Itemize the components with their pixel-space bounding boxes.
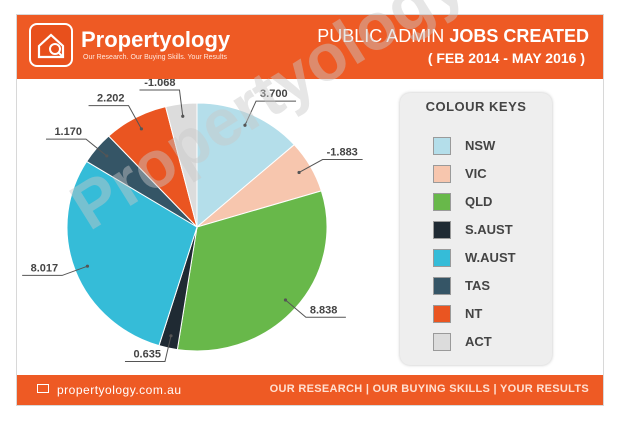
leader-dot-vic: [297, 170, 301, 175]
data-label-act: -1.068: [144, 79, 175, 89]
legend-swatch: [433, 305, 451, 323]
data-label-qld: 8.838: [310, 304, 338, 316]
leader-line-act: [139, 89, 184, 117]
leader-line-tas: [45, 138, 108, 157]
legend-swatch: [433, 165, 451, 183]
brand-tagline: Our Research. Our Buying Skills. Your Re…: [83, 54, 227, 61]
title-highlight: JOBS CREATED: [449, 26, 589, 46]
leader-dot-tas: [105, 154, 109, 158]
leader-line-nsw: [244, 100, 297, 126]
leader-dot-w-aust: [85, 264, 90, 268]
legend-label: S.AUST: [465, 222, 513, 237]
legend-label: ACT: [465, 334, 492, 349]
data-label-nsw: 3.700: [260, 88, 288, 100]
leader-dot-act: [181, 114, 185, 118]
legend-swatch: [433, 137, 451, 155]
data-label-s-aust: 0.635: [133, 349, 161, 361]
legend-label: VIC: [465, 166, 487, 181]
legend-swatch: [433, 333, 451, 351]
chart-title: PUBLIC ADMIN JOBS CREATED: [317, 26, 589, 47]
data-label-w-aust: 8.017: [31, 262, 59, 274]
leader-dot-nt: [139, 127, 143, 131]
footer-website[interactable]: propertyology.com.au: [57, 383, 182, 397]
data-label-nt: 2.202: [97, 93, 125, 105]
leader-line-qld: [285, 299, 346, 318]
leader-line-nt: [88, 105, 142, 130]
colour-keys-panel: COLOUR KEYS NSW VIC QLD S.AUST W.AUST TAS NT AC…: [400, 93, 552, 365]
legend-label: QLD: [465, 194, 493, 209]
leader-dot-nsw: [243, 123, 247, 127]
data-label-vic: -1.883: [327, 147, 358, 159]
leader-line-w-aust: [22, 265, 88, 276]
legend-label: NT: [465, 306, 483, 321]
infographic-card: Propertyology Our Research. Our Buying S…: [16, 0, 604, 406]
house-logo-icon: [29, 23, 73, 67]
legend-label: NSW: [465, 138, 496, 153]
footer-slogan: OUR RESEARCH | OUR BUYING SKILLS | YOUR …: [269, 383, 589, 395]
leader-line-vic: [298, 159, 363, 173]
legend-label: TAS: [465, 278, 491, 293]
monitor-icon: [37, 384, 49, 393]
leader-line-s-aust: [124, 335, 172, 363]
legend-swatch: [433, 221, 451, 239]
pie-chart: 3.700 -1.883 8.838 0.635 8.017 1.170 2.202 -1.0…: [22, 79, 363, 363]
leader-dot-s-aust: [169, 334, 173, 338]
leader-dot-qld: [283, 298, 288, 302]
legend-swatch: [433, 193, 451, 211]
footer-bar: propertyology.com.au OUR RESEARCH | OUR …: [17, 375, 603, 405]
title-prefix: PUBLIC ADMIN: [317, 26, 445, 46]
legend-label: W.AUST: [465, 250, 516, 265]
brand-name: Propertyology: [81, 27, 231, 52]
header-bar: Propertyology Our Research. Our Buying S…: [17, 15, 603, 79]
data-label-tas: 1.170: [54, 126, 82, 138]
legend-swatch: [433, 249, 451, 267]
chart-subtitle: ( FEB 2014 - MAY 2016 ): [427, 50, 585, 66]
colour-keys-title: COLOUR KEYS: [425, 99, 527, 114]
legend-swatch: [433, 277, 451, 295]
